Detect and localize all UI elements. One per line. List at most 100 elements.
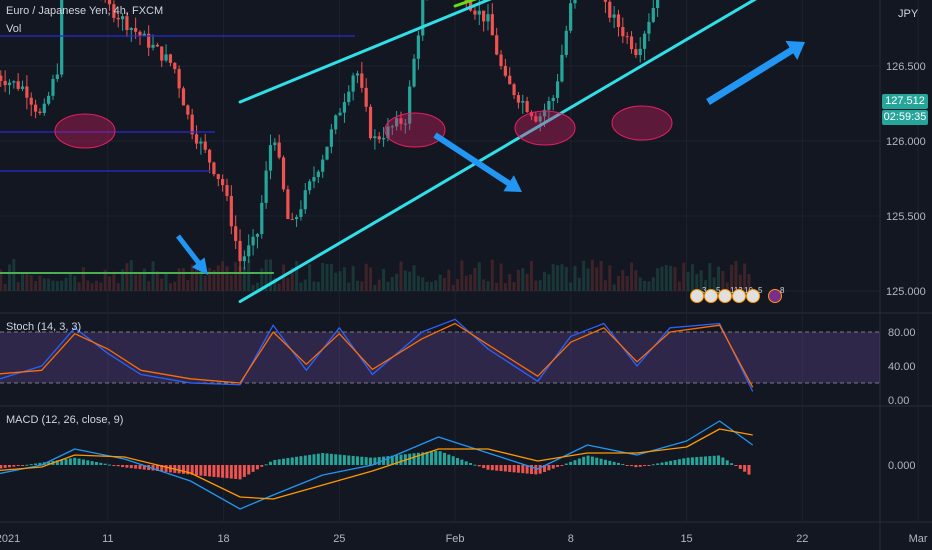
candle-body (16, 81, 20, 89)
candle-body (294, 216, 299, 220)
macd-histogram-bar (242, 465, 246, 477)
macd-histogram-bar (7, 465, 11, 468)
volume-bar (0, 269, 3, 291)
volume-bar (221, 261, 225, 291)
macd-histogram-bar (29, 464, 33, 466)
volume-bar (173, 281, 177, 291)
volume-bar (16, 282, 20, 291)
macd-histogram-bar (634, 465, 638, 468)
volume-bar (699, 270, 703, 291)
candle-body (477, 10, 481, 15)
last-price-tag: 127.512 (882, 94, 928, 109)
volume-bar (521, 268, 525, 291)
symbol-title[interactable]: Euro / Japanese Yen, 4h, FXCM (6, 5, 164, 17)
volume-bar (260, 268, 264, 291)
currency-label[interactable]: JPY (898, 8, 919, 20)
candle-body (316, 171, 320, 178)
stoch-title[interactable]: Stoch (14, 3, 3) (6, 321, 82, 333)
candle-body (342, 102, 347, 113)
down-arrow-left (176, 234, 209, 276)
volume-bar (321, 263, 325, 291)
volume-bar (625, 276, 629, 291)
volume-bar (373, 284, 377, 291)
volume-bar (377, 279, 381, 291)
arrow-shape (176, 234, 209, 276)
macd-histogram-bar (377, 457, 381, 465)
macd-histogram-bar (395, 455, 399, 465)
volume-bar (664, 264, 668, 291)
macd-histogram-bar (234, 465, 238, 479)
macd-histogram-bar (543, 465, 547, 472)
macd-histogram-bar (329, 453, 333, 465)
candle-body (512, 84, 516, 96)
macd-histogram-bar (630, 465, 634, 467)
macd-histogram-bar (673, 460, 677, 465)
volume-bar (599, 260, 603, 291)
macd-tick-label: 0.000 (888, 460, 916, 472)
x-tick-label: 22 (796, 533, 808, 545)
macd-histogram-bar (464, 461, 468, 465)
volume-bar (573, 265, 577, 291)
candle-body (268, 145, 273, 171)
candle-body (42, 103, 46, 113)
volume-bar (203, 275, 207, 291)
candle-body (251, 236, 255, 246)
macd-histogram-bar (229, 465, 233, 479)
macd-histogram-bar (660, 462, 664, 465)
volume-bar (121, 269, 125, 291)
volume-bar (160, 278, 164, 291)
candle-body (0, 75, 3, 81)
volume-bar (473, 267, 477, 291)
macd-histogram-bar (499, 465, 503, 472)
macd-histogram-bar (238, 465, 242, 480)
volume-bar (94, 280, 98, 291)
macd-histogram-bar (273, 459, 277, 465)
candle-body (29, 97, 33, 105)
volume-bar (86, 280, 90, 291)
macd-histogram-bar (290, 457, 294, 465)
x-tick-label: 8 (568, 533, 574, 545)
candle-body (651, 7, 655, 22)
macd-histogram-bar (447, 454, 451, 465)
volume-bar (386, 281, 390, 291)
volume-label[interactable]: Vol (6, 23, 22, 35)
macd-histogram-bar (3, 465, 7, 468)
macd-title[interactable]: MACD (12, 26, close, 9) (6, 414, 124, 426)
macd-histogram-bar (112, 465, 116, 466)
volume-bar (712, 277, 716, 291)
volume-bar (442, 277, 446, 291)
macd-histogram-bar (599, 458, 603, 465)
up-arrow-forecast (706, 40, 805, 105)
macd-histogram-bar (582, 456, 586, 465)
candle-body (529, 112, 534, 117)
macd-histogram-bar (690, 457, 694, 465)
candle-body (603, 0, 608, 2)
macd-histogram-bar (199, 465, 203, 476)
macd-histogram-bar (603, 459, 607, 465)
macd-histogram-bar (251, 465, 255, 472)
volume-bar (634, 270, 638, 291)
arrow-shape (706, 40, 805, 105)
macd-histogram-bar (621, 463, 625, 465)
candle-body (190, 114, 194, 135)
highlight-ellipse (514, 110, 576, 146)
macd-histogram-bar (547, 465, 551, 471)
candle-body (573, 0, 577, 4)
macd-histogram-bar (569, 461, 573, 465)
macd-histogram-bar (325, 453, 329, 465)
macd-histogram-bar (164, 465, 168, 472)
macd-histogram-bar (577, 458, 581, 465)
event-badge (746, 289, 760, 303)
volume-bar (656, 268, 660, 291)
macd-histogram-bar (647, 465, 651, 466)
macd-histogram-bar (125, 465, 129, 468)
volume-bar (429, 281, 433, 291)
volume-bar (212, 270, 216, 291)
volume-bar (582, 260, 586, 291)
macd-histogram-bar (342, 455, 346, 465)
volume-bar (556, 265, 560, 291)
candle-body (173, 62, 177, 70)
volume-bar (538, 280, 542, 291)
